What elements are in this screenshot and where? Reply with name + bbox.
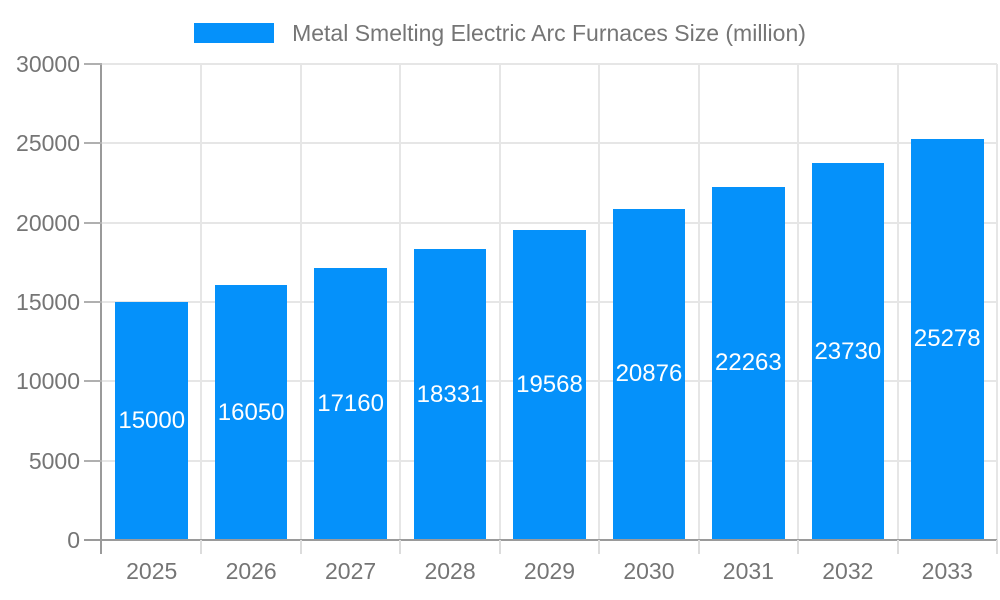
- x-axis-tick: [797, 540, 800, 554]
- bar-value-label: 23730: [814, 337, 882, 365]
- plot-area: 15000 16050 17160 18331 19568 20876 22263 23730…: [102, 63, 998, 540]
- y-axis-tick: [84, 459, 102, 462]
- x-axis-tick: [896, 540, 899, 554]
- bar[interactable]: 18331: [413, 249, 487, 540]
- x-axis-tick: [598, 540, 601, 554]
- x-gridline: [996, 64, 998, 540]
- y-axis-label: 25000: [16, 130, 80, 157]
- bar-value-label: 22263: [715, 349, 782, 377]
- y-axis-label: 30000: [16, 51, 80, 77]
- x-axis-label: 2026: [225, 558, 277, 584]
- bar[interactable]: 19568: [513, 229, 586, 540]
- x-gridline: [299, 64, 302, 540]
- y-axis-tick: [84, 221, 102, 224]
- y-gridline: [102, 142, 997, 145]
- legend-label: Metal Smelting Electric Arc Furnaces Siz…: [292, 20, 806, 46]
- bar-value-label: 20876: [615, 360, 683, 388]
- bar[interactable]: 16050: [214, 285, 288, 540]
- y-axis-label: 15000: [16, 289, 80, 315]
- x-gridline: [598, 64, 601, 540]
- x-axis-label: 2031: [722, 558, 774, 584]
- x-axis-tick: [399, 540, 402, 554]
- x-axis-label: 2030: [623, 558, 675, 584]
- x-gridline: [896, 64, 899, 540]
- bar-value-label: 15000: [118, 407, 186, 434]
- y-axis-tick: [84, 380, 102, 383]
- x-gridline: [399, 64, 402, 540]
- x-axis-label: 2028: [424, 558, 476, 584]
- bar-value-label: 25278: [913, 325, 981, 353]
- x-gridline: [200, 64, 203, 540]
- bar[interactable]: 15000: [115, 302, 189, 540]
- y-gridline: [102, 63, 997, 65]
- y-axis-label: 5000: [28, 447, 80, 474]
- x-axis-label: 2032: [822, 558, 874, 584]
- chart-legend: Metal Smelting Electric Arc Furnaces Siz…: [0, 14, 1000, 52]
- x-gridline: [797, 64, 800, 540]
- x-axis-line: [84, 539, 997, 541]
- x-axis-tick: [996, 540, 998, 554]
- x-axis-tick: [299, 540, 302, 554]
- x-axis-tick: [498, 540, 501, 554]
- x-axis-label: 2033: [921, 558, 973, 584]
- bar[interactable]: 22263: [712, 186, 785, 540]
- bar-value-label: 16050: [217, 398, 285, 426]
- bar-value-label: 17160: [317, 389, 384, 417]
- x-axis-label: 2027: [325, 558, 377, 584]
- bar[interactable]: 23730: [811, 163, 885, 540]
- x-gridline: [498, 64, 501, 540]
- y-axis-label: 0: [67, 527, 80, 553]
- y-axis-label: 10000: [16, 368, 80, 395]
- x-axis-tick: [200, 540, 203, 554]
- bar[interactable]: 20876: [612, 208, 686, 540]
- y-axis-tick: [84, 63, 102, 65]
- bar[interactable]: 17160: [314, 267, 387, 540]
- y-axis-label: 20000: [16, 209, 80, 236]
- x-axis-label: 2025: [126, 558, 178, 584]
- y-axis-tick: [84, 301, 102, 303]
- bar[interactable]: 25278: [910, 138, 984, 540]
- y-axis-tick: [84, 142, 102, 145]
- bar-value-label: 18331: [416, 380, 484, 408]
- y-axis-line: [100, 64, 102, 554]
- x-gridline: [697, 64, 700, 540]
- bar-value-label: 19568: [516, 370, 583, 398]
- x-axis-label: 2029: [523, 558, 576, 584]
- y-gridline: [102, 221, 997, 224]
- legend-swatch-icon: [194, 23, 275, 43]
- x-axis-tick: [697, 540, 700, 554]
